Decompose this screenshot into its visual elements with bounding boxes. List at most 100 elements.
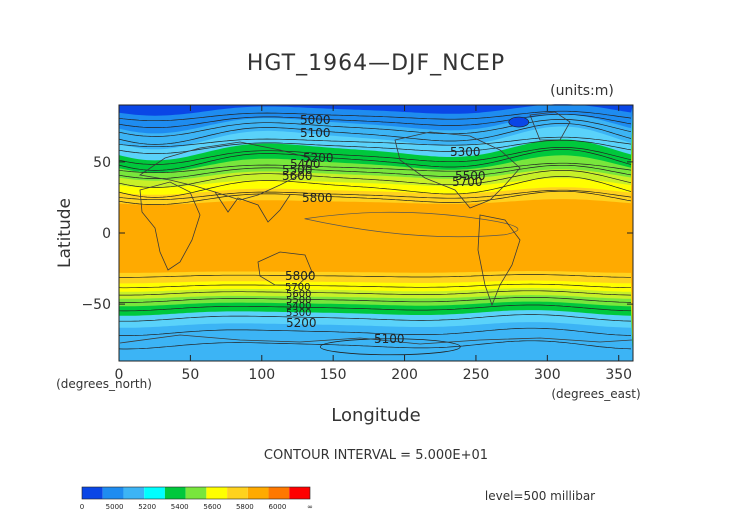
- contour-label: 5500: [282, 163, 313, 177]
- colorbar-label: 5000: [106, 503, 124, 511]
- contour-line-north: [118, 164, 632, 179]
- colorbar-swatch: [247, 487, 269, 499]
- contour-label: 5700: [285, 282, 310, 293]
- contour-line-north: [118, 176, 632, 198]
- contour-line-south: [119, 290, 632, 296]
- x-unit-note: (degrees_east): [551, 387, 640, 401]
- colorbar-label: 5600: [203, 503, 221, 511]
- contour-label: 5100: [374, 332, 405, 346]
- contour-label: 5100: [300, 126, 331, 140]
- colorbar-label: ∞: [307, 503, 313, 511]
- x-tick-label: 0: [115, 367, 124, 383]
- colorbar: [81, 486, 311, 500]
- contour-line-north: [118, 118, 632, 137]
- band-north-5000: [119, 104, 633, 116]
- colorbar-swatch: [164, 487, 186, 499]
- y-tick-label: 50: [93, 155, 111, 171]
- colorbar-label: 0: [80, 503, 84, 511]
- contour-label: 5000: [300, 113, 331, 127]
- level-text: level=500 millibar: [485, 489, 595, 503]
- y-axis-label: Latitude: [55, 198, 75, 268]
- coastline-segment: [529, 111, 571, 141]
- contour-label: 5400: [286, 301, 311, 312]
- contour-line-north: [118, 190, 632, 205]
- contour-line-south: [119, 314, 632, 322]
- colorbar-swatch: [123, 487, 145, 499]
- contour-line-north: [118, 189, 632, 201]
- colorbar-label: 5200: [138, 503, 156, 511]
- band-north-5100: [119, 105, 633, 134]
- contour-label: 5500: [455, 169, 486, 183]
- y-tick-label: 0: [102, 226, 111, 242]
- contour-line-north: [118, 113, 632, 128]
- contour-line-north: [118, 169, 632, 188]
- coastline-segment: [139, 181, 201, 271]
- contour-label: 5300: [286, 308, 311, 319]
- coastline-segment: [119, 334, 633, 345]
- y-axis-ticks: 50 0 −50: [81, 155, 633, 313]
- colorbar-swatch: [185, 487, 207, 499]
- colorbar-swatch: [289, 487, 310, 499]
- y-unit-note: (degrees_north): [56, 377, 152, 391]
- units-label: (units:m): [550, 83, 614, 99]
- contour-line-south: [119, 297, 632, 303]
- coastline-segment: [394, 131, 521, 209]
- antarctic-contour: [319, 338, 461, 356]
- colorbar-swatch: [102, 487, 124, 499]
- coastlines: [119, 111, 633, 345]
- contour-label: 5700: [452, 175, 483, 189]
- contour-line-south: [118, 283, 631, 289]
- colorbar-swatch: [144, 487, 165, 499]
- contour-line-north: [118, 162, 632, 174]
- contour-interval-text: CONTOUR INTERVAL = 5.000E+01: [264, 448, 488, 463]
- contour-label: 5200: [303, 151, 334, 165]
- x-tick-label: 100: [248, 367, 275, 383]
- contour-line-north: [118, 123, 632, 145]
- contour-label: 5200: [286, 316, 317, 330]
- contour-line-north: [118, 136, 632, 148]
- contour-lines: [118, 110, 632, 356]
- contour-line-south: [118, 340, 632, 350]
- coastline-segment: [477, 214, 521, 307]
- x-axis-label: Longitude: [331, 405, 421, 426]
- contour-label: 5600: [282, 169, 313, 183]
- contour-line-north: [118, 110, 632, 122]
- contour-line-north: [118, 149, 632, 171]
- colorbar-label: 5400: [171, 503, 189, 511]
- contour-line-north: [118, 146, 632, 165]
- contour-label: 5600: [286, 289, 311, 300]
- x-tick-label: 150: [320, 367, 347, 383]
- tropical-contour: [304, 211, 519, 238]
- x-tick-label: 300: [534, 367, 561, 383]
- colorbar-label: 5800: [236, 503, 254, 511]
- colorbar-swatch: [227, 487, 248, 499]
- contour-line-south: [119, 327, 632, 336]
- map-title: HGT_1964—DJF_NCEP: [247, 51, 505, 76]
- contour-label: 5500: [286, 295, 311, 306]
- colorbar-frame: [81, 486, 311, 500]
- coastline-segment: [257, 251, 313, 286]
- contour-label: 5400: [290, 157, 321, 171]
- contour-line-south: [119, 274, 631, 278]
- x-axis-ticks: 0 50 100 150 200 250 300 350: [115, 105, 632, 383]
- coastline-segment: [214, 191, 291, 223]
- low-center: [508, 116, 530, 128]
- contour-label: 5300: [450, 145, 481, 159]
- x-tick-label: 250: [463, 367, 490, 383]
- band-south-5200: [119, 322, 633, 361]
- x-tick-label: 200: [391, 367, 418, 383]
- colorbar-labels: 0 5000 5200 5400 5600 5800 6000 ∞: [80, 503, 313, 511]
- colorbar-label: 6000: [269, 503, 287, 511]
- contour-label: 5800: [302, 191, 333, 205]
- contour-line-north: [118, 139, 632, 154]
- coastline-segment: [138, 141, 311, 201]
- contour-label: 5800: [285, 269, 316, 283]
- contour-line-south: [118, 304, 632, 312]
- x-tick-label: 50: [181, 367, 199, 383]
- colorbar-swatch: [268, 487, 290, 499]
- x-tick-label: 350: [605, 367, 632, 383]
- colorbar-swatch: [82, 487, 103, 499]
